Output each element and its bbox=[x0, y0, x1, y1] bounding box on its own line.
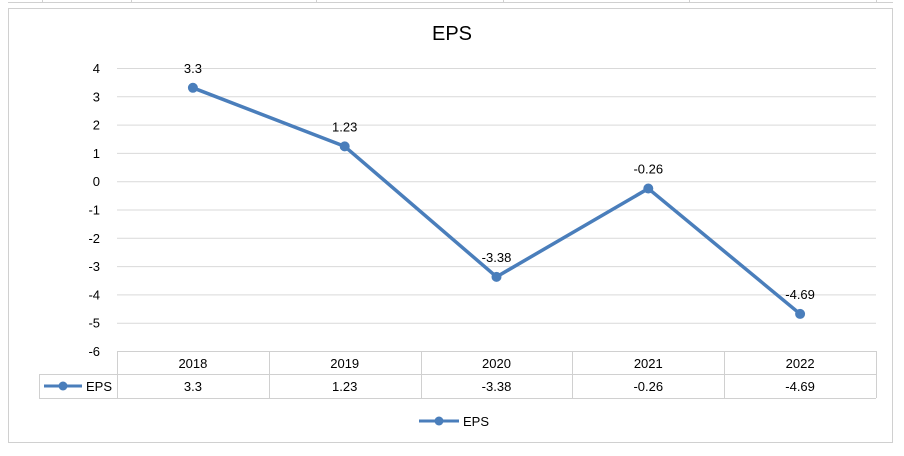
table-value-cell: 3.3 bbox=[184, 379, 202, 394]
x-category-label: 2020 bbox=[482, 356, 511, 371]
data-table: 2018 2019 2020 2021 2022 EPS 3.3 1.23 -3.38 -0.26… bbox=[39, 351, 877, 399]
data-label: 3.3 bbox=[184, 61, 202, 76]
x-category-label: 2021 bbox=[634, 356, 663, 371]
y-tick-label: -3 bbox=[88, 259, 100, 274]
table-value-cell: -4.69 bbox=[785, 379, 815, 394]
x-category-label: 2019 bbox=[330, 356, 359, 371]
series-layer bbox=[187, 82, 806, 319]
y-tick-label: 2 bbox=[93, 118, 100, 133]
y-tick-label: -4 bbox=[88, 287, 100, 302]
table-value-cell: 1.23 bbox=[332, 379, 357, 394]
y-tick-label: 1 bbox=[93, 146, 100, 161]
data-label: -3.38 bbox=[482, 250, 512, 265]
table-series-key-marker bbox=[58, 381, 68, 391]
eps-data-point bbox=[187, 82, 198, 93]
eps-data-point bbox=[795, 308, 806, 319]
legend-key-marker bbox=[434, 416, 444, 426]
x-category-label: 2022 bbox=[786, 356, 815, 371]
chart-title: EPS bbox=[432, 23, 472, 45]
y-tick-label: -2 bbox=[88, 231, 100, 246]
legend: EPS bbox=[419, 414, 489, 429]
table-value-cell: -0.26 bbox=[633, 379, 663, 394]
data-label: -4.69 bbox=[785, 287, 815, 302]
data-labels: 3.3 1.23 -3.38 -0.26 -4.69 bbox=[184, 61, 815, 302]
y-tick-label: 0 bbox=[93, 174, 100, 189]
y-tick-label: -5 bbox=[88, 316, 100, 331]
eps-data-point bbox=[339, 141, 350, 152]
table-series-name: EPS bbox=[86, 379, 112, 394]
y-tick-label: 4 bbox=[93, 61, 100, 76]
data-label: -0.26 bbox=[633, 162, 663, 177]
y-tick-label: -6 bbox=[88, 344, 100, 359]
y-axis-tick-labels: 4 3 2 1 0 -1 -2 -3 -4 -5 -6 bbox=[88, 61, 100, 359]
top-cutoff-strip bbox=[8, 0, 893, 3]
table-value-cell: -3.38 bbox=[482, 379, 512, 394]
y-tick-label: -1 bbox=[88, 203, 100, 218]
eps-data-point bbox=[491, 271, 502, 282]
x-category-label: 2018 bbox=[178, 356, 207, 371]
eps-data-point bbox=[643, 183, 654, 194]
legend-label: EPS bbox=[463, 414, 489, 429]
chart-area-border bbox=[8, 8, 893, 443]
data-label: 1.23 bbox=[332, 119, 357, 134]
y-tick-label: 3 bbox=[93, 89, 100, 104]
